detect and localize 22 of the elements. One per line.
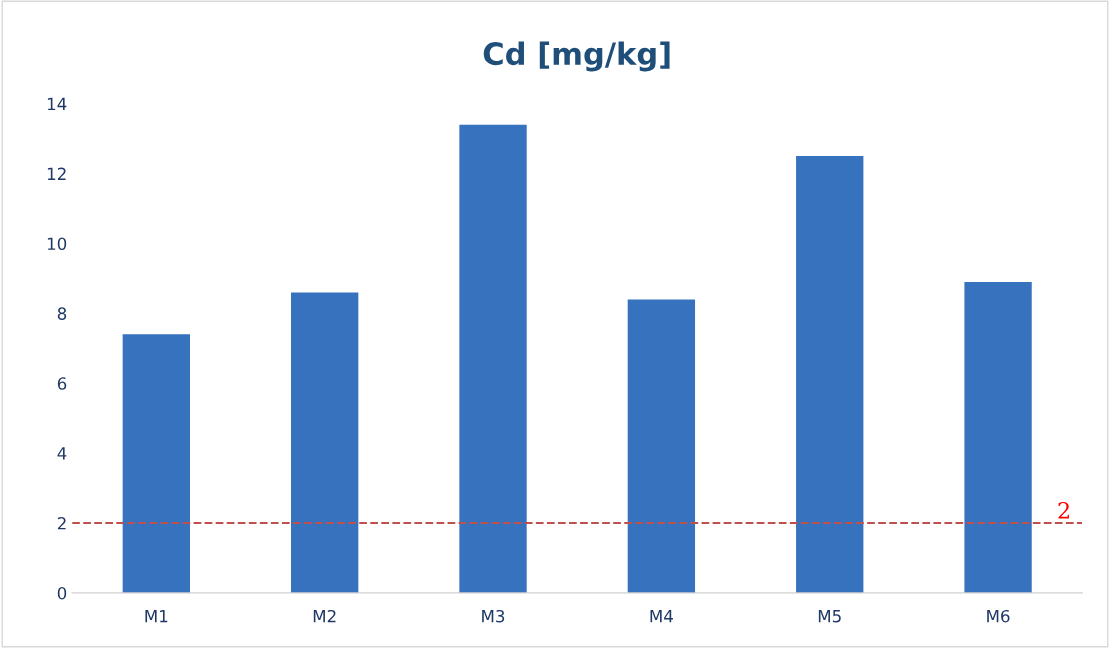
x-tick-label: M1 — [145, 610, 168, 623]
bar — [796, 156, 864, 593]
y-tick-label: 6 — [57, 377, 67, 390]
x-tick-label: M5 — [818, 610, 841, 623]
y-tick-label: 2 — [57, 516, 66, 530]
ref-line-label: 2 — [1058, 501, 1069, 519]
bar — [627, 299, 696, 593]
x-tick-label: M2 — [313, 609, 336, 623]
y-tick-label: 0 — [57, 586, 67, 600]
x-tick-label: M3 — [482, 609, 505, 623]
y-tick-label: 14 — [47, 97, 67, 111]
y-tick-label: 10 — [47, 237, 67, 251]
y-tick-label: 8 — [57, 307, 67, 320]
x-tick-label: M6 — [987, 609, 1010, 623]
x-tick-label: M4 — [650, 610, 673, 623]
chart-title: Cd [mg/kg] — [483, 41, 670, 72]
y-tick-label: 4 — [57, 447, 67, 460]
bar — [291, 292, 359, 593]
bar — [964, 281, 1032, 593]
y-tick-label: 12 — [47, 167, 66, 180]
bar — [459, 124, 527, 593]
bar — [122, 334, 190, 593]
